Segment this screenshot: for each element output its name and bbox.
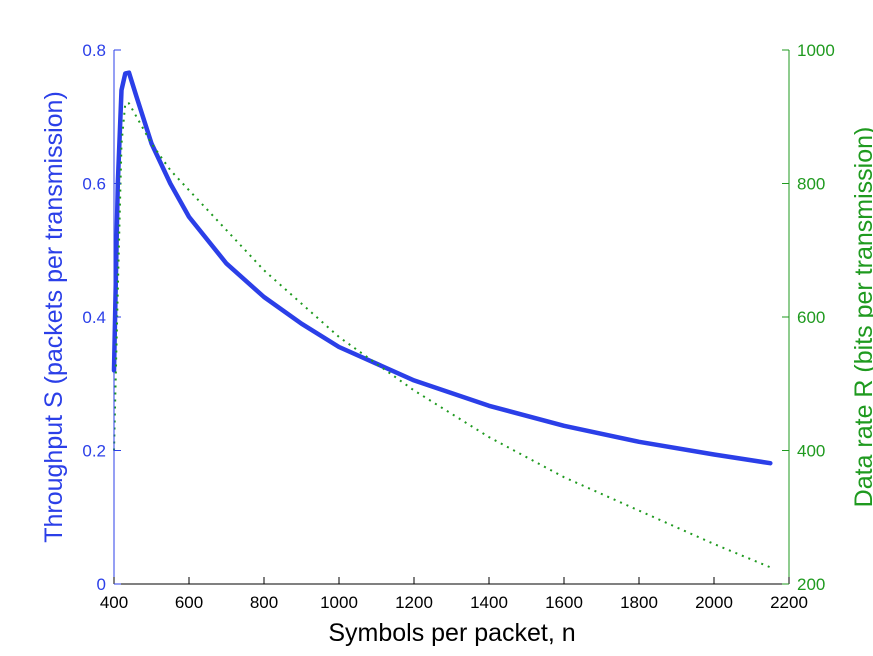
x-tick-label: 1400 xyxy=(470,593,508,612)
x-tick-label: 1600 xyxy=(545,593,583,612)
right-y-tick-label: 800 xyxy=(797,175,825,194)
x-tick-group: 400 600 800 1000 1200 1400 1600 1800 2000 2200 xyxy=(100,577,808,612)
x-tick-label: 2000 xyxy=(695,593,733,612)
series-layer xyxy=(111,70,773,569)
right-y-tick-label: 400 xyxy=(797,442,825,461)
x-tick-label: 600 xyxy=(175,593,203,612)
left-y-tick-label: 0.8 xyxy=(82,41,106,60)
data-rate-line xyxy=(113,102,771,569)
left-y-tick-label: 0.2 xyxy=(82,442,106,461)
right-y-axis-title: Data rate R (bits per transmission) xyxy=(850,127,873,508)
throughput-line xyxy=(111,70,773,466)
left-y-axis-title: Throughput S (packets per transmission) xyxy=(40,91,68,543)
right-y-tick-group: 200 400 600 800 1000 xyxy=(782,41,835,594)
right-y-tick-label: 600 xyxy=(797,308,825,327)
x-tick-label: 400 xyxy=(100,593,128,612)
left-y-tick-label: 0.4 xyxy=(82,308,106,327)
left-y-tick-label: 0 xyxy=(97,575,106,594)
right-y-tick-label: 1000 xyxy=(797,41,835,60)
left-y-tick-group: 0 0.2 0.4 0.6 0.8 xyxy=(82,41,121,594)
x-tick-label: 1800 xyxy=(620,593,658,612)
x-tick-label: 1000 xyxy=(320,593,358,612)
plot-area xyxy=(114,50,789,584)
x-tick-label: 1200 xyxy=(395,593,433,612)
right-y-tick-label: 200 xyxy=(797,575,825,594)
x-axis-title: Symbols per packet, n xyxy=(328,619,575,647)
left-y-tick-label: 0.6 xyxy=(82,175,106,194)
x-tick-label: 800 xyxy=(250,593,278,612)
x-tick-label: 2200 xyxy=(770,593,808,612)
